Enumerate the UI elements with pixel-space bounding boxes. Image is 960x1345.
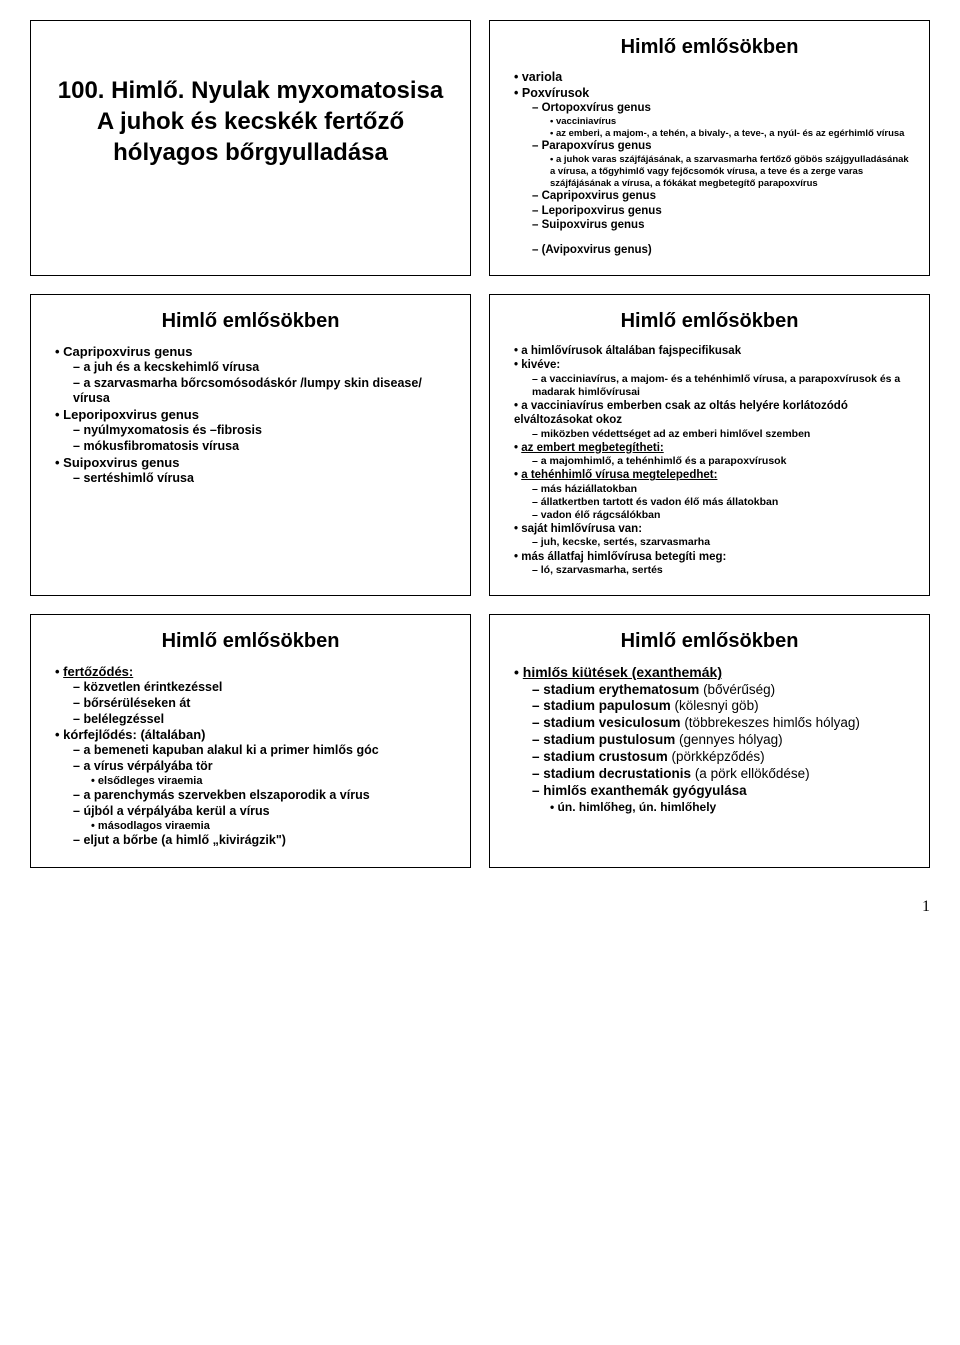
bullet: közvetlen érintkezéssel xyxy=(73,680,452,696)
bullet: fertőződés: közvetlen érintkezéssel bőrs… xyxy=(55,664,452,727)
bullet: bőrsérüléseken át xyxy=(73,696,452,712)
bullet: Suipoxvirus genus sertéshimlő vírusa xyxy=(55,455,452,487)
bullet: stadium crustosum (pörkképződés) xyxy=(532,749,911,766)
bullet: a parenchymás szervekben elszaporodik a … xyxy=(73,788,452,804)
bullet: juh, kecske, sertés, szarvasmarha xyxy=(532,536,911,549)
bullet: a vacciniavírus, a majom- és a tehénhiml… xyxy=(532,373,911,399)
bullet: Capripoxvirus genus xyxy=(532,189,911,203)
slide-1-title: 100. Himlő. Nyulak myxomatosisa A juhok … xyxy=(49,75,452,169)
bullet: stadium papulosum (kölesnyi göb) xyxy=(532,698,911,715)
bullet: az emberi, a majom-, a tehén, a bivaly-,… xyxy=(550,128,911,140)
bullet: stadium pustulosum (gennyes hólyag) xyxy=(532,732,911,749)
slide-6-title: Himlő emlősökben xyxy=(508,629,911,654)
bullet: állatkertben tartott és vadon élő más ál… xyxy=(532,496,911,509)
bullet: stadium erythematosum (bővérűség) xyxy=(532,682,911,699)
bullet: variola xyxy=(514,70,911,86)
bullet: nyúlmyxomatosis és –fibrosis xyxy=(73,423,452,439)
bullet: a vacciniavírus emberben csak az oltás h… xyxy=(514,399,911,441)
bullet: stadium vesiculosum (többrekeszes himlős… xyxy=(532,715,911,732)
bullet: Suipoxvirus genus xyxy=(532,218,911,232)
bullet: saját himlővírusa van: juh, kecske, sert… xyxy=(514,522,911,550)
slide-3: Himlő emlősökben Capripoxvirus genus a j… xyxy=(30,294,471,596)
bullet: kórfejlődés: (általában) a bemeneti kapu… xyxy=(55,727,452,849)
bullet: elsődleges viraemia xyxy=(91,775,452,789)
bullet: ló, szarvasmarha, sertés xyxy=(532,564,911,577)
bullet: a majomhimlő, a tehénhimlő és a parapoxv… xyxy=(532,455,911,468)
bullet: himlős kiütések (exanthemák) stadium ery… xyxy=(514,664,911,815)
bullet: Leporipoxvirus genus xyxy=(532,204,911,218)
bullet: másodlagos viraemia xyxy=(91,820,452,834)
bullet: himlős exanthemák gyógyulása ún. himlőhe… xyxy=(532,783,911,815)
slide-3-title: Himlő emlősökben xyxy=(49,309,452,334)
bullet: a bemeneti kapuban alakul ki a primer hi… xyxy=(73,743,452,759)
bullet: Capripoxvirus genus a juh és a kecskehim… xyxy=(55,344,452,407)
bullet: a juh és a kecskehimlő vírusa xyxy=(73,360,452,376)
slide-5-title: Himlő emlősökben xyxy=(49,629,452,654)
page-number: 1 xyxy=(30,898,930,916)
bullet: más háziállatokban xyxy=(532,483,911,496)
bullet: az embert megbetegítheti: a majomhimlő, … xyxy=(514,441,911,469)
bullet: (Avipoxvirus genus) xyxy=(532,243,911,257)
bullet: Poxvírusok Ortopoxvírus genus vacciniaví… xyxy=(514,86,911,257)
slide-2-title: Himlő emlősökben xyxy=(508,35,911,60)
slide-grid: 100. Himlő. Nyulak myxomatosisa A juhok … xyxy=(30,20,930,868)
bullet: Parapoxvírus genus a juhok varas szájfáj… xyxy=(532,139,911,189)
bullet: ún. himlőheg, ún. himlőhely xyxy=(550,800,911,815)
bullet: újból a vérpályába kerül a vírus másodla… xyxy=(73,804,452,833)
bullet: eljut a bőrbe (a himlő „kivirágzik") xyxy=(73,833,452,849)
slide-5: Himlő emlősökben fertőződés: közvetlen é… xyxy=(30,614,471,868)
slide-1: 100. Himlő. Nyulak myxomatosisa A juhok … xyxy=(30,20,471,276)
bullet: vacciniavírus xyxy=(550,116,911,128)
bullet: Leporipoxvirus genus nyúlmyxomatosis és … xyxy=(55,407,452,455)
bullet: a juhok varas szájfájásának, a szarvasma… xyxy=(550,154,911,190)
bullet: mókusfibromatosis vírusa xyxy=(73,439,452,455)
bullet: sertéshimlő vírusa xyxy=(73,471,452,487)
slide-4-title: Himlő emlősökben xyxy=(508,309,911,334)
slide-4: Himlő emlősökben a himlővírusok általába… xyxy=(489,294,930,596)
bullet: stadium decrustationis (a pörk ellökődés… xyxy=(532,766,911,783)
bullet: belélegzéssel xyxy=(73,712,452,728)
bullet: miközben védettséget ad az emberi himlőv… xyxy=(532,428,911,441)
bullet: a tehénhimlő vírusa megtelepedhet: más h… xyxy=(514,468,911,522)
bullet: más állatfaj himlővírusa betegíti meg: l… xyxy=(514,550,911,578)
bullet: kivéve: a vacciniavírus, a majom- és a t… xyxy=(514,358,911,399)
slide-6: Himlő emlősökben himlős kiütések (exanth… xyxy=(489,614,930,868)
bullet: vadon élő rágcsálókban xyxy=(532,509,911,522)
bullet: a szarvasmarha bőrcsomósodáskór /lumpy s… xyxy=(73,376,452,407)
bullet: a himlővírusok általában fajspecifikusak xyxy=(514,344,911,358)
bullet: Ortopoxvírus genus vacciniavírus az embe… xyxy=(532,101,911,139)
bullet: a vírus vérpályába tör elsődleges viraem… xyxy=(73,759,452,788)
slide-2: Himlő emlősökben variola Poxvírusok Orto… xyxy=(489,20,930,276)
